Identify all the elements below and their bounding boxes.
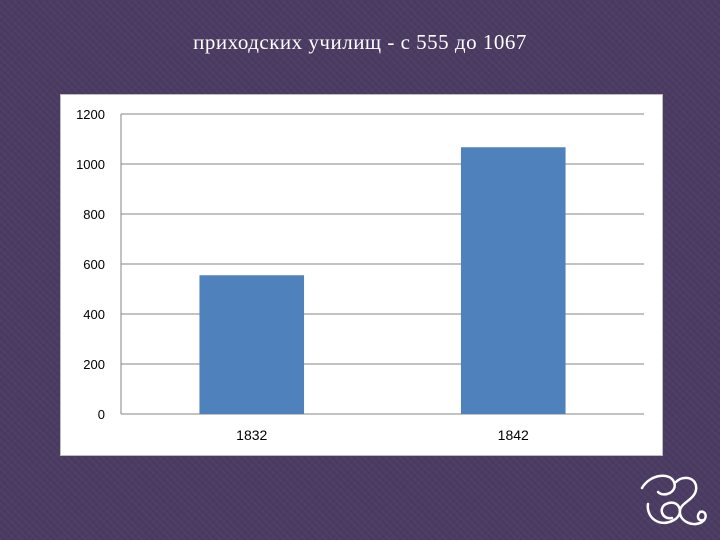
y-tick-label: 400 xyxy=(83,307,105,322)
bar-1842 xyxy=(460,147,566,414)
bar-chart: 0 200 400 600 800 1000 1200 1832 1842 xyxy=(76,107,644,443)
chart-frame: 0 200 400 600 800 1000 1200 1832 1842 xyxy=(60,94,663,456)
y-tick-label: 200 xyxy=(83,357,105,372)
y-tick-label: 800 xyxy=(83,207,105,222)
slide-title: приходских училищ - с 555 до 1067 xyxy=(193,30,527,54)
swirl-flourish-icon xyxy=(640,474,707,526)
y-tick-label: 600 xyxy=(83,257,105,272)
x-tick-label: 1842 xyxy=(498,427,529,443)
x-tick-label: 1832 xyxy=(236,427,267,443)
bar-1832 xyxy=(199,275,305,414)
y-tick-label: 1000 xyxy=(76,157,105,172)
y-tick-label: 1200 xyxy=(76,107,105,122)
y-tick-label: 0 xyxy=(98,407,105,422)
